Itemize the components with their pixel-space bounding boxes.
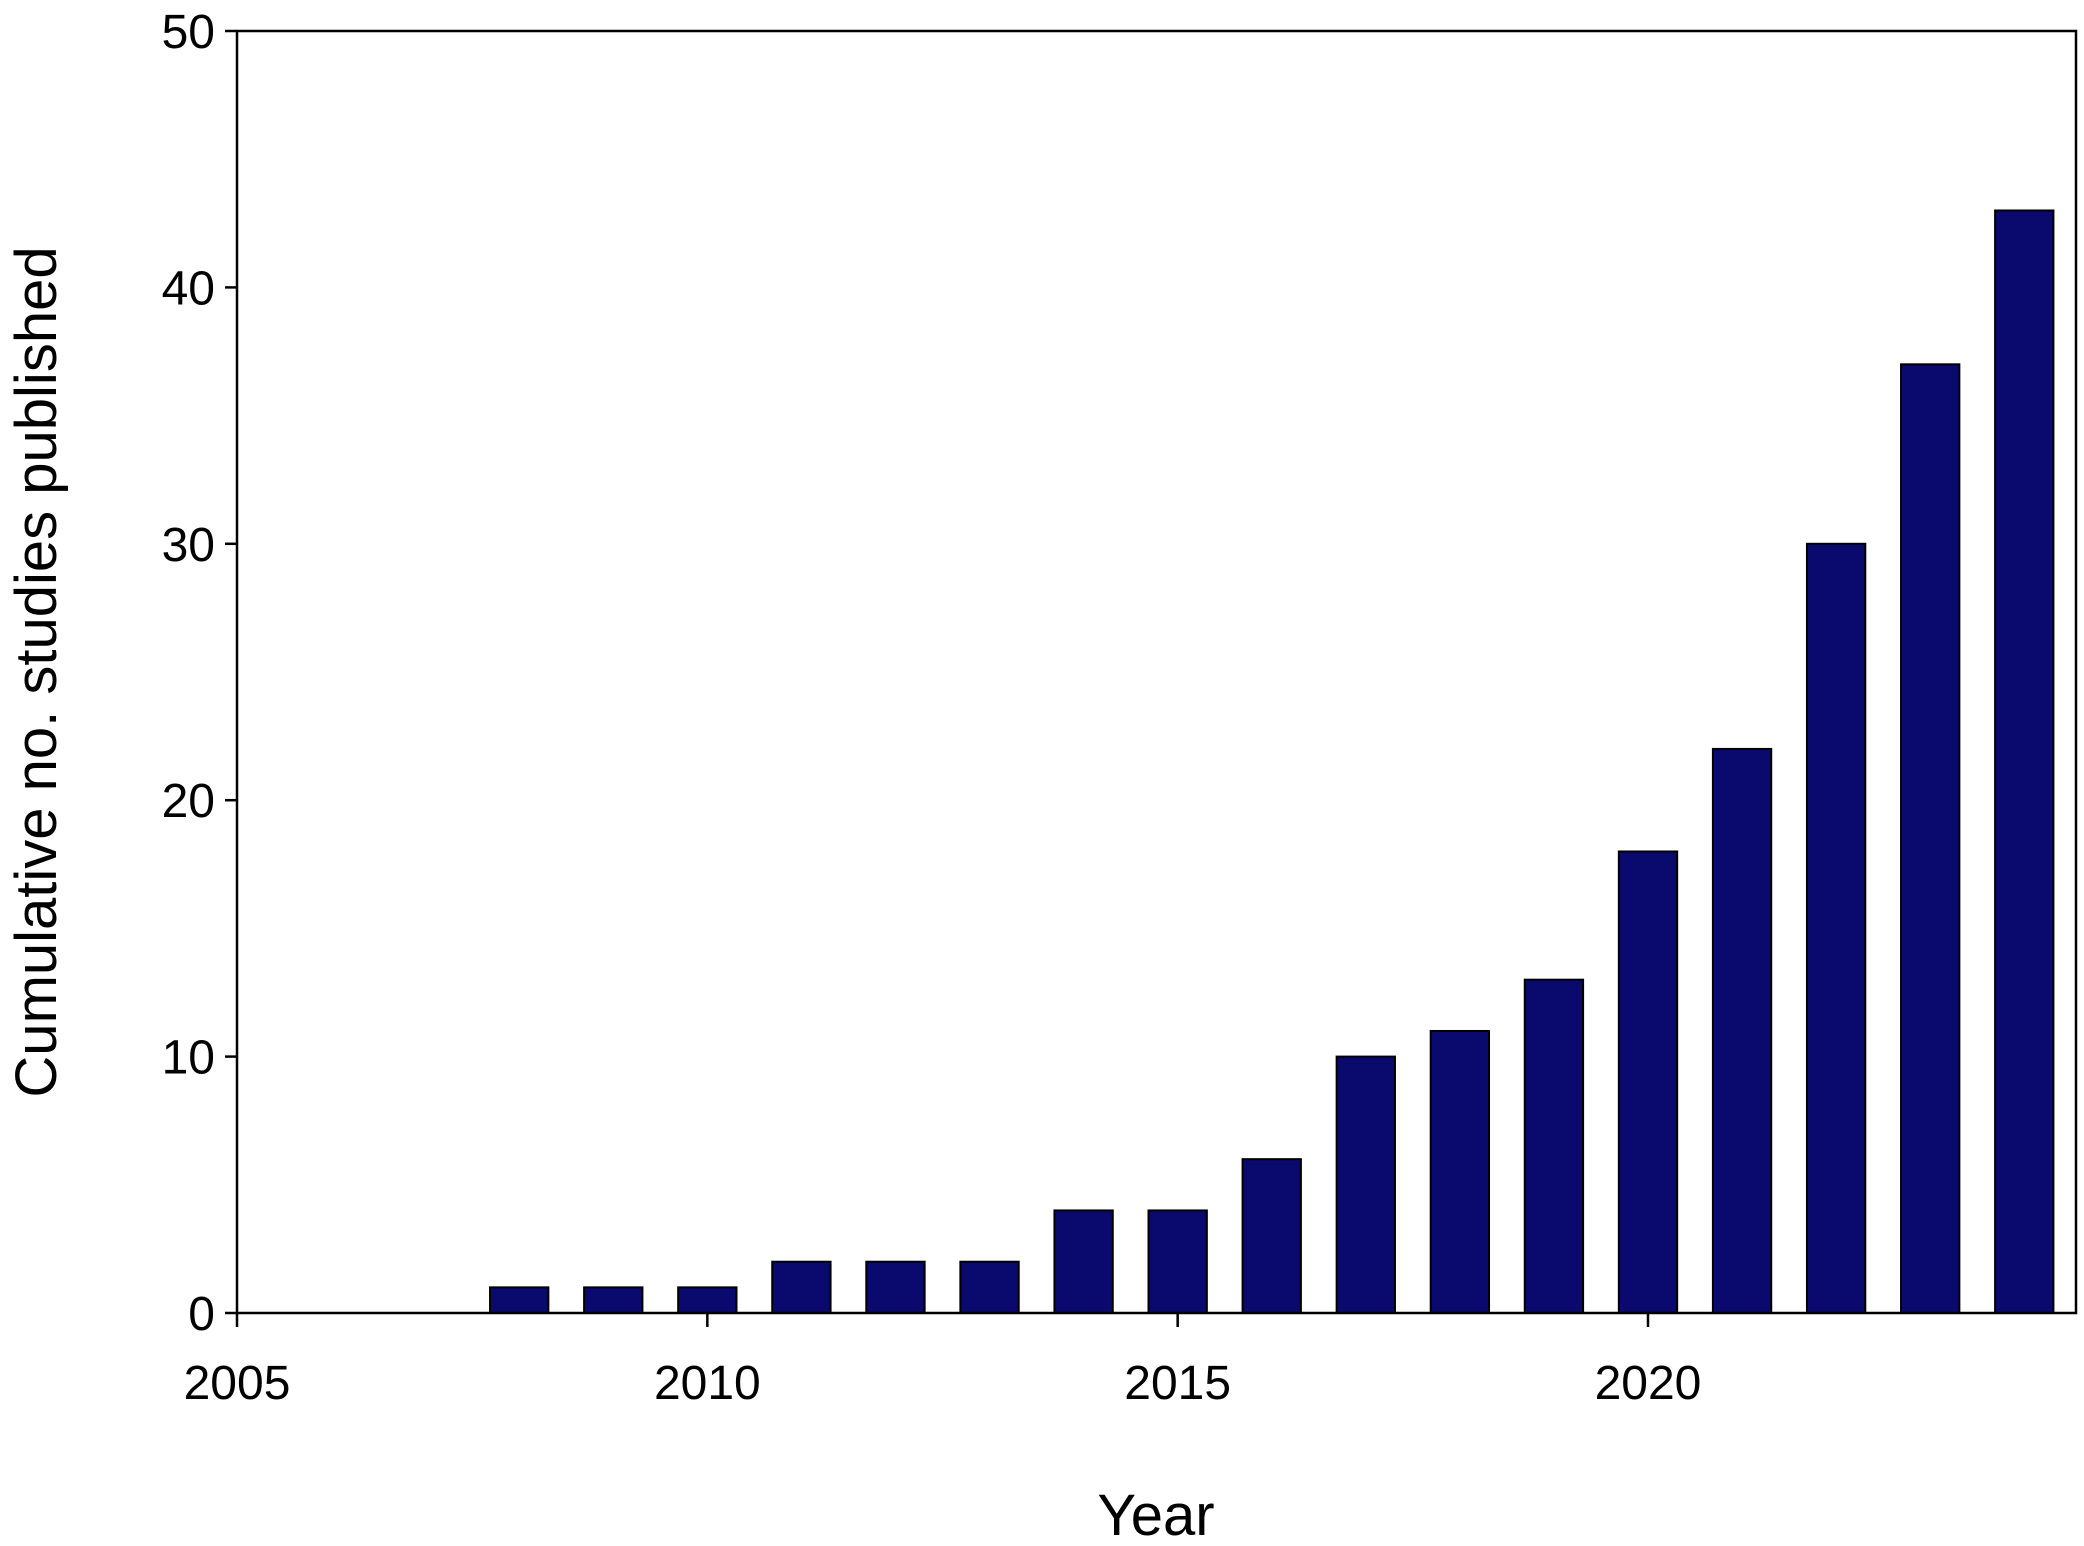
plot-frame xyxy=(235,29,2078,1315)
bar xyxy=(1147,1209,1208,1314)
y-tick-label: 10 xyxy=(162,1032,215,1085)
bar xyxy=(959,1260,1020,1314)
x-tick-label: 2020 xyxy=(1595,1357,1702,1410)
bar xyxy=(1523,978,1585,1314)
x-tick-label: 2010 xyxy=(654,1357,761,1410)
y-tick-label: 50 xyxy=(162,6,215,59)
bar xyxy=(1805,542,1867,1314)
bar xyxy=(1335,1055,1396,1314)
x-tick-label: 2015 xyxy=(1124,1357,1231,1410)
y-axis-title: Cumulative no. studies published xyxy=(4,246,69,1097)
bar xyxy=(489,1286,550,1314)
y-tick-label: 20 xyxy=(162,775,215,828)
bar xyxy=(1241,1158,1302,1315)
bar xyxy=(677,1286,738,1314)
bar xyxy=(1429,1029,1491,1314)
bar xyxy=(583,1286,644,1314)
bar xyxy=(771,1260,832,1314)
y-tick-label: 40 xyxy=(162,262,215,315)
bar xyxy=(1617,850,1679,1314)
x-axis-title: Year xyxy=(1097,1483,1214,1546)
bar xyxy=(865,1260,926,1314)
y-tick-label: 0 xyxy=(188,1288,215,1341)
bar xyxy=(1900,363,1961,1314)
y-tick-label: 30 xyxy=(162,519,215,572)
bar xyxy=(1053,1209,1114,1314)
bar xyxy=(1994,209,2055,1315)
bar xyxy=(1711,747,1773,1314)
x-tick-label: 2005 xyxy=(184,1357,291,1410)
